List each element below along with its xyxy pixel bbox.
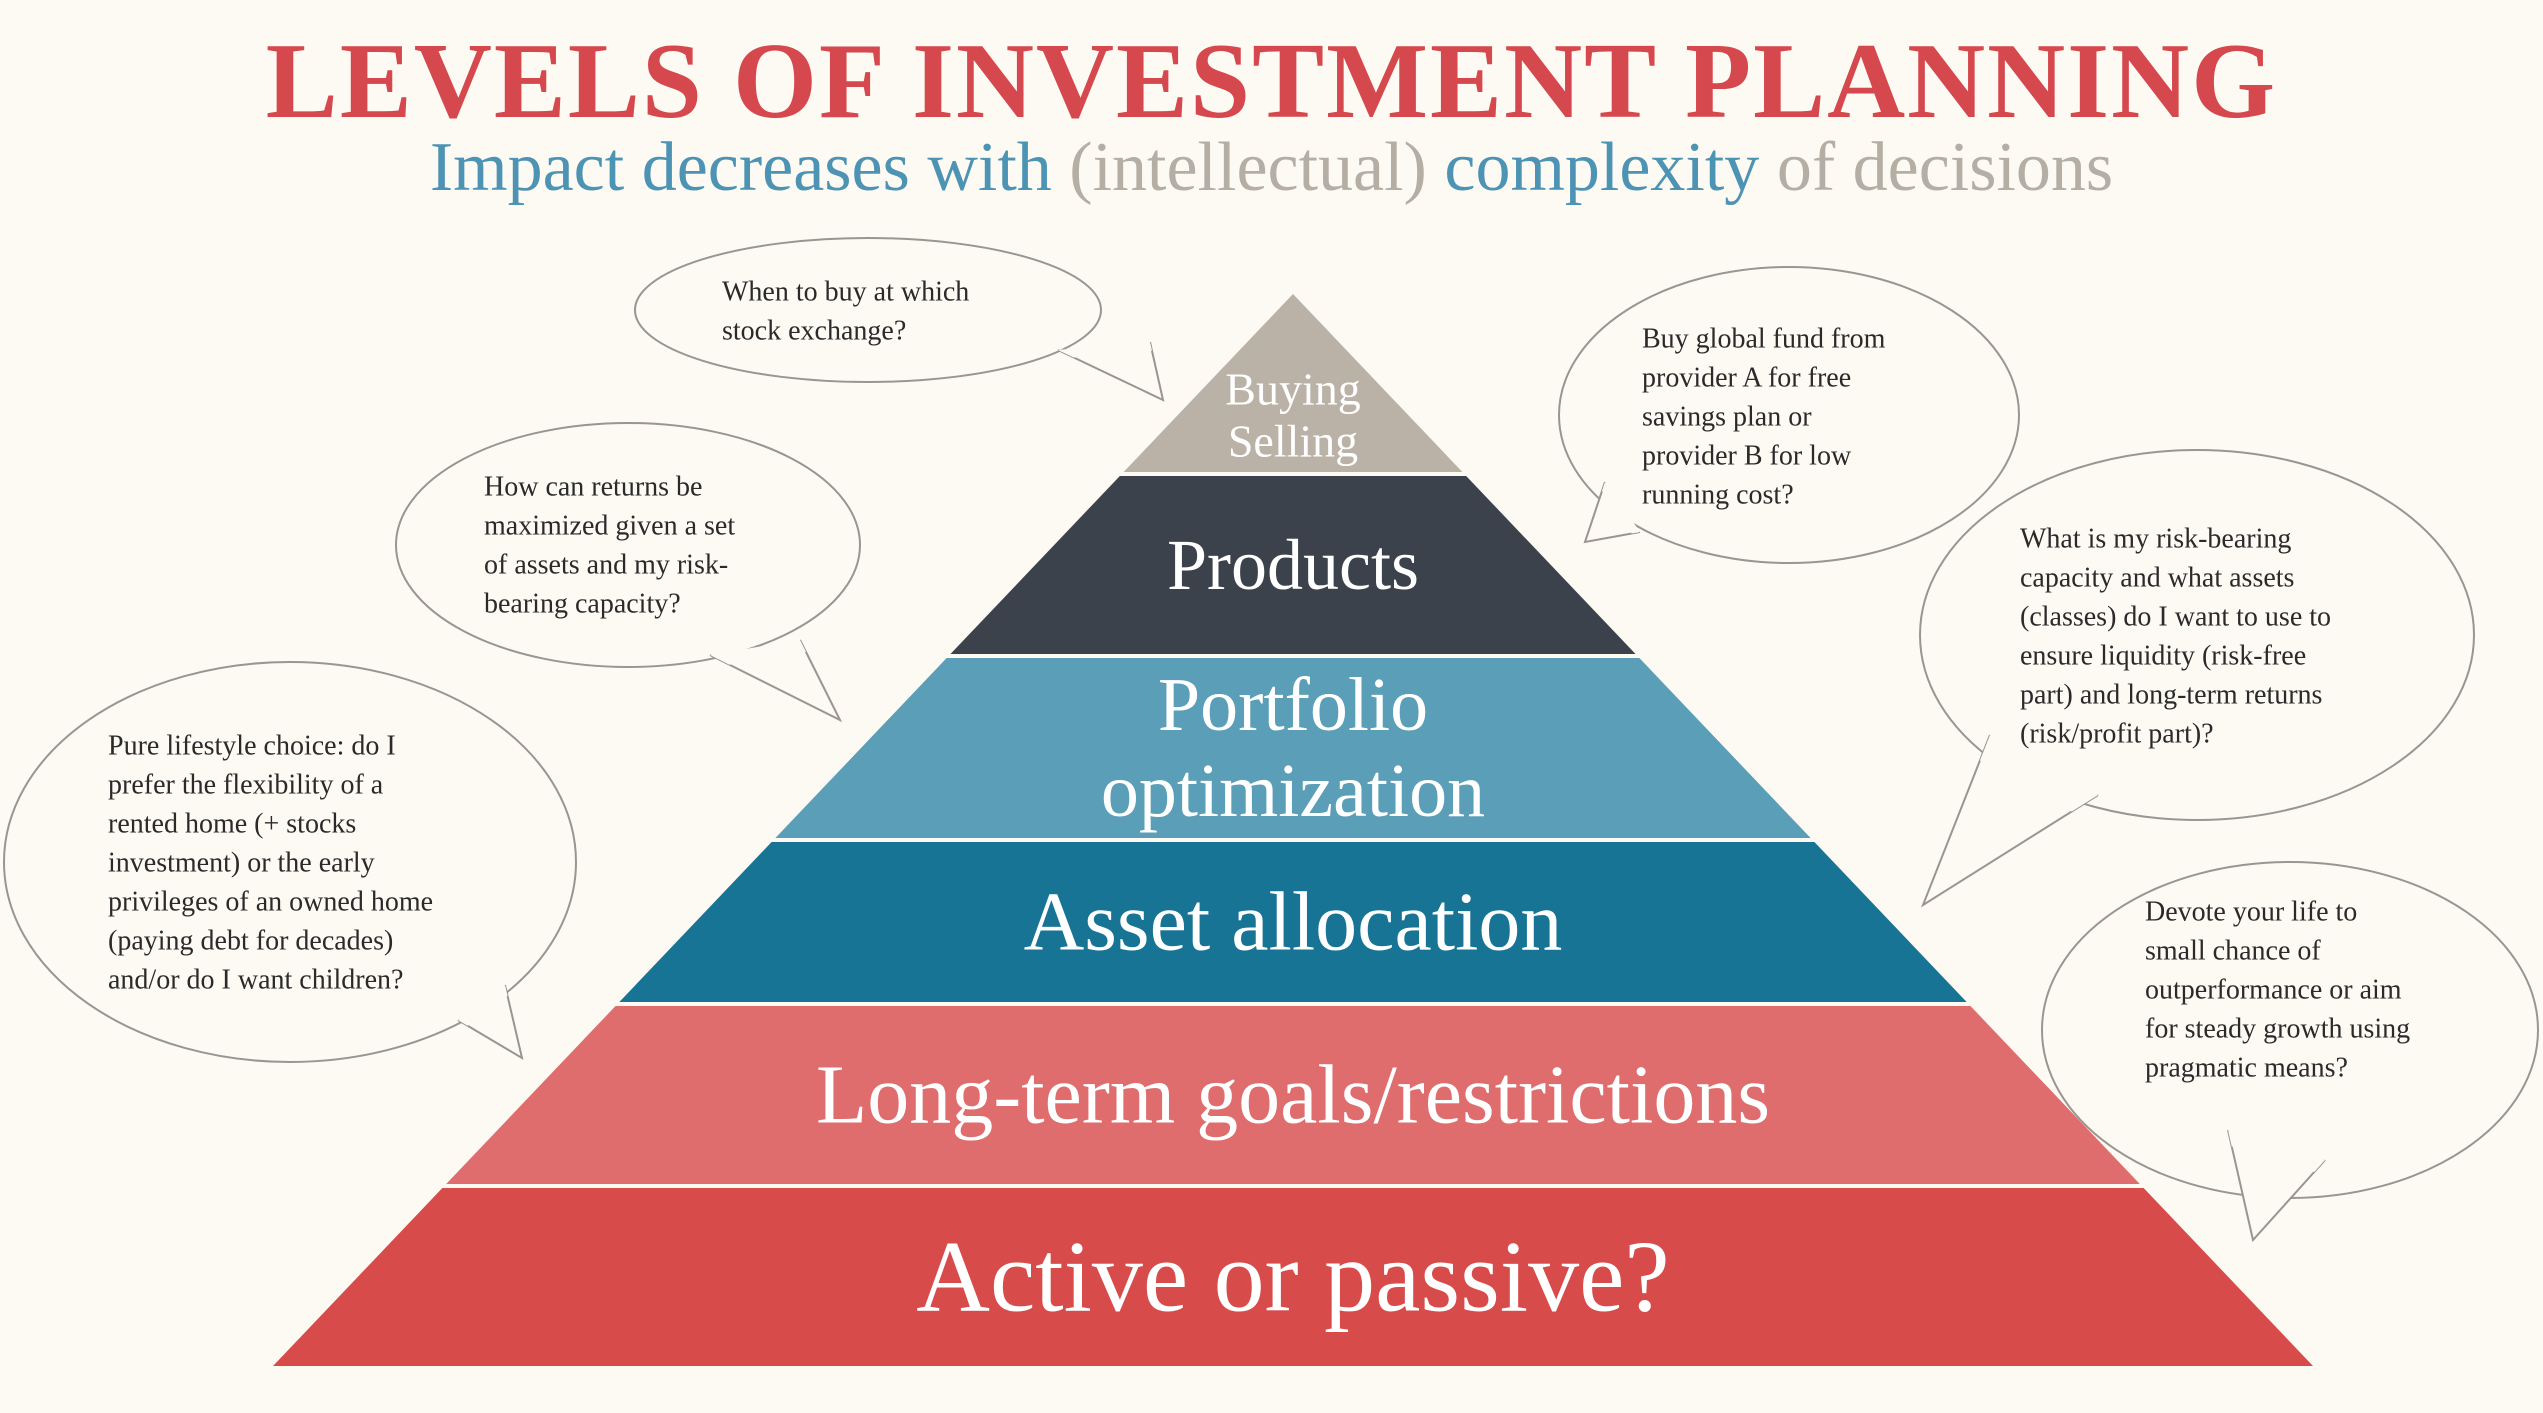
speech-bubble-text-line: provider B for low	[1642, 441, 1852, 472]
pyramid-level-1	[1123, 294, 1463, 472]
speech-bubble-tail-joint	[458, 985, 508, 1026]
pyramid-level-1-label: Buying	[1225, 364, 1360, 415]
speech-bubble-text-line: savings plan or	[1642, 402, 1812, 433]
speech-bubble-text-line: provider A for free	[1642, 363, 1851, 394]
speech-bubble-tail-joint	[710, 640, 806, 665]
speech-bubble-text-line: stock exchange?	[722, 316, 906, 347]
speech-bubble-2: How can returns be maximized given a set o…	[395, 422, 861, 723]
speech-bubble-text-line: maximized given a set	[484, 511, 735, 542]
speech-bubble-text-line: How can returns be	[484, 472, 702, 503]
speech-bubble-outline	[395, 422, 861, 668]
pyramid-level-5	[446, 1006, 2140, 1184]
speech-bubble-text-line: Devote your life to	[2145, 897, 2357, 928]
pyramid-level-4-label: Asset allocation	[1024, 876, 1563, 969]
page-subtitle: Impact decreases with (intellectual) com…	[0, 126, 2543, 210]
speech-bubble-text-line: pragmatic means?	[2145, 1053, 2348, 1084]
speech-bubble-text-line: Buy global fund from	[1642, 324, 1886, 355]
pyramid-level-1-label: Selling	[1228, 416, 1358, 467]
speech-bubble-tail-joint	[1058, 342, 1152, 358]
speech-bubble-text-line: prefer the flexibility of a	[108, 770, 384, 801]
pyramid-level-6	[273, 1188, 2313, 1366]
speech-bubble-text-line: (risk/profit part)?	[2020, 719, 2214, 750]
pyramid-level-6-label: Active or passive?	[916, 1221, 1669, 1334]
speech-bubble-outline	[1919, 449, 2475, 821]
speech-bubble-text-line: for steady growth using	[2145, 1014, 2410, 1045]
speech-bubble-5: What is my risk-bearing capacity and what…	[1919, 449, 2475, 908]
speech-bubble-text-line: ensure liquidity (risk-free	[2020, 641, 2306, 672]
speech-bubble-tail	[1583, 481, 1641, 544]
speech-bubble-text-line: running cost?	[1642, 480, 1794, 511]
speech-bubble-text-line: bearing capacity?	[484, 589, 681, 620]
speech-bubble-text-line: investment) or the early	[108, 848, 375, 879]
pyramid-level-2	[950, 476, 1636, 654]
speech-bubble-text-line: When to buy at which	[722, 277, 969, 308]
speech-bubble-text-line: privileges of an owned home	[108, 887, 433, 918]
speech-bubble-tail-joint	[1979, 735, 2098, 812]
speech-bubble-4: Buy global fund from provider A for free s…	[1558, 266, 2020, 564]
page-title: LEVELS OF INVESTMENT PLANNING	[265, 22, 2278, 141]
speech-bubble-3: Pure lifestyle choice: do I prefer the fl…	[3, 661, 577, 1063]
speech-bubble-tail-joint	[1602, 482, 1640, 534]
pyramid-level-3	[775, 658, 1811, 838]
speech-bubble-text-line: capacity and what assets	[2020, 563, 2294, 594]
speech-bubble-text-line: (classes) do I want to use to	[2020, 602, 2331, 633]
pyramid-level-5-label: Long-term goals/restrictions	[816, 1049, 1770, 1142]
pyramid-level-2-label: Products	[1167, 525, 1419, 605]
speech-bubble-text-line: small chance of	[2145, 936, 2321, 967]
speech-bubbles: When to buy at which stock exchange? How c…	[3, 237, 2539, 1243]
speech-bubble-tail-joint	[2228, 1130, 2325, 1172]
speech-bubble-text-line: of assets and my risk-	[484, 550, 728, 581]
speech-bubble-tail	[457, 984, 524, 1061]
subtitle-part-1: Impact decreases with	[429, 129, 1052, 206]
speech-bubble-text-line: What is my risk-bearing	[2020, 524, 2291, 555]
pyramid-level-3-label: optimization	[1101, 749, 1485, 833]
speech-bubble-6: Devote your life to small chance of outper…	[2041, 861, 2539, 1243]
speech-bubble-outline	[3, 661, 577, 1063]
speech-bubble-outline	[1558, 266, 2020, 564]
subtitle-part-3: complexity	[1444, 129, 1760, 206]
speech-bubble-1: When to buy at which stock exchange?	[634, 237, 1165, 402]
speech-bubble-outline	[634, 237, 1102, 383]
subtitle-part-2: (intellectual)	[1069, 129, 1427, 206]
pyramid-level-3-label: Portfolio	[1158, 663, 1428, 747]
pyramid-level-4	[619, 842, 1967, 1002]
speech-bubble-text-line: (paying debt for decades)	[108, 926, 393, 957]
speech-bubble-text-line: outperformance or aim	[2145, 975, 2402, 1006]
subtitle-part-4: of decisions	[1776, 129, 2114, 206]
speech-bubble-text-line: part) and long-term returns	[2020, 680, 2322, 711]
speech-bubble-text-line: Pure lifestyle choice: do I	[108, 731, 396, 762]
speech-bubble-text-line: and/or do I want children?	[108, 965, 403, 996]
speech-bubble-text-line: rented home (+ stocks	[108, 809, 356, 840]
